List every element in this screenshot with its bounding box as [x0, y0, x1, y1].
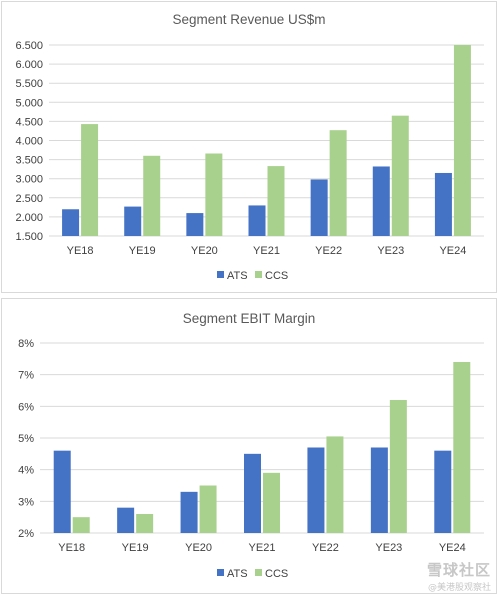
x-tick-label: YE18 [67, 245, 94, 257]
ebit-margin-chart-panel: Segment EBIT Margin 2% 3% 4% 5% 6% 7% 8% YE18 YE1… [1, 298, 497, 594]
bars [53, 362, 471, 533]
gridlines [49, 44, 484, 237]
legend-swatch-ccs [255, 569, 262, 576]
bar-ats-ye23 [372, 166, 390, 236]
x-tick-label: YE19 [122, 542, 149, 554]
y-tick-label: 5.000 [15, 97, 43, 109]
y-tick-label: 2.000 [15, 212, 43, 224]
x-tick-label: YE19 [129, 245, 156, 257]
y-tick-label: 1.500 [15, 231, 43, 243]
bar-ats-ye21 [244, 453, 261, 533]
y-tick-label: 4.000 [15, 136, 43, 148]
bar-ccs-ye19 [136, 514, 154, 533]
bar-ats-ye22 [310, 179, 328, 236]
y-tick-label: 4.500 [15, 116, 43, 128]
bar-ccs-ye20 [199, 485, 217, 533]
legend-swatch-ats [217, 569, 224, 576]
legend-label-ats: ATS [227, 270, 248, 282]
y-tick-label: 4% [18, 465, 34, 477]
y-tick-label: 3.000 [15, 174, 43, 186]
revenue-chart: Segment Revenue US$m 1.500 2.000 2.500 3.000… [15, 12, 484, 282]
x-tick-label: YE22 [312, 542, 339, 554]
x-tick-label: YE21 [253, 245, 280, 257]
y-tick-label: 2.500 [15, 193, 43, 205]
legend-swatch-ats [217, 271, 224, 278]
gridlines [40, 342, 484, 534]
bar-ccs-ye21 [267, 166, 285, 236]
legend-label-ccs: CCS [265, 568, 288, 580]
bar-ccs-ye24 [453, 362, 471, 533]
y-axis: 1.500 2.000 2.500 3.000 3.500 4.000 4.500 5.000… [15, 40, 43, 243]
y-tick-label: 8% [18, 338, 34, 350]
bar-ccs-ye18 [81, 124, 99, 236]
x-tick-label: YE18 [58, 542, 85, 554]
bar-ccs-ye19 [143, 155, 161, 236]
bar-ats-ye24 [434, 172, 452, 236]
bar-ats-ye19 [124, 206, 142, 236]
x-tick-label: YE23 [375, 542, 402, 554]
x-tick-label: YE24 [439, 542, 466, 554]
bar-ccs-ye24 [453, 45, 471, 236]
y-tick-label: 3.500 [15, 155, 43, 167]
y-axis: 2% 3% 4% 5% 6% 7% 8% [18, 338, 34, 540]
bars [62, 45, 471, 236]
y-tick-label: 7% [18, 370, 34, 382]
y-tick-label: 6.000 [15, 59, 43, 71]
legend: ATS CCS [217, 270, 288, 282]
legend-label-ccs: CCS [265, 270, 288, 282]
bar-ats-ye23 [370, 447, 388, 533]
bar-ccs-ye23 [391, 115, 409, 236]
x-tick-label: YE22 [315, 245, 342, 257]
bar-ats-ye20 [180, 491, 198, 533]
bar-ats-ye21 [248, 205, 266, 236]
chart-title: Segment EBIT Margin [183, 311, 316, 326]
bar-ccs-ye23 [389, 400, 407, 533]
bar-ccs-ye21 [263, 472, 280, 533]
legend-swatch-ccs [255, 271, 262, 278]
y-tick-label: 5.500 [15, 78, 43, 90]
y-tick-label: 6.500 [15, 40, 43, 52]
x-axis: YE18 YE19 YE20 YE21 YE22 YE23 YE24 [67, 245, 467, 257]
bar-ats-ye19 [117, 507, 135, 533]
bar-ccs-ye18 [72, 517, 90, 533]
x-axis: YE18 YE19 YE20 YE21 YE22 YE23 YE24 [58, 542, 465, 554]
x-tick-label: YE20 [191, 245, 218, 257]
bar-ccs-ye22 [326, 436, 344, 533]
bar-ats-ye18 [53, 450, 71, 533]
y-tick-label: 5% [18, 433, 34, 445]
legend-label-ats: ATS [227, 568, 248, 580]
y-tick-label: 3% [18, 496, 34, 508]
bar-ats-ye22 [307, 447, 325, 533]
y-tick-label: 6% [18, 401, 34, 413]
x-tick-label: YE24 [439, 245, 466, 257]
x-tick-label: YE20 [185, 542, 212, 554]
legend: ATS CCS [217, 568, 288, 580]
revenue-chart-panel: Segment Revenue US$m 1.500 2.000 2.500 3.000… [1, 1, 497, 293]
y-tick-label: 2% [18, 528, 34, 540]
x-tick-label: YE23 [377, 245, 404, 257]
bar-ats-ye18 [62, 209, 80, 236]
bar-ats-ye20 [186, 213, 204, 236]
bar-ats-ye24 [434, 450, 452, 533]
bar-ccs-ye20 [205, 153, 223, 236]
bar-ccs-ye22 [329, 130, 347, 236]
x-tick-label: YE21 [249, 542, 276, 554]
chart-title: Segment Revenue US$m [172, 12, 325, 27]
